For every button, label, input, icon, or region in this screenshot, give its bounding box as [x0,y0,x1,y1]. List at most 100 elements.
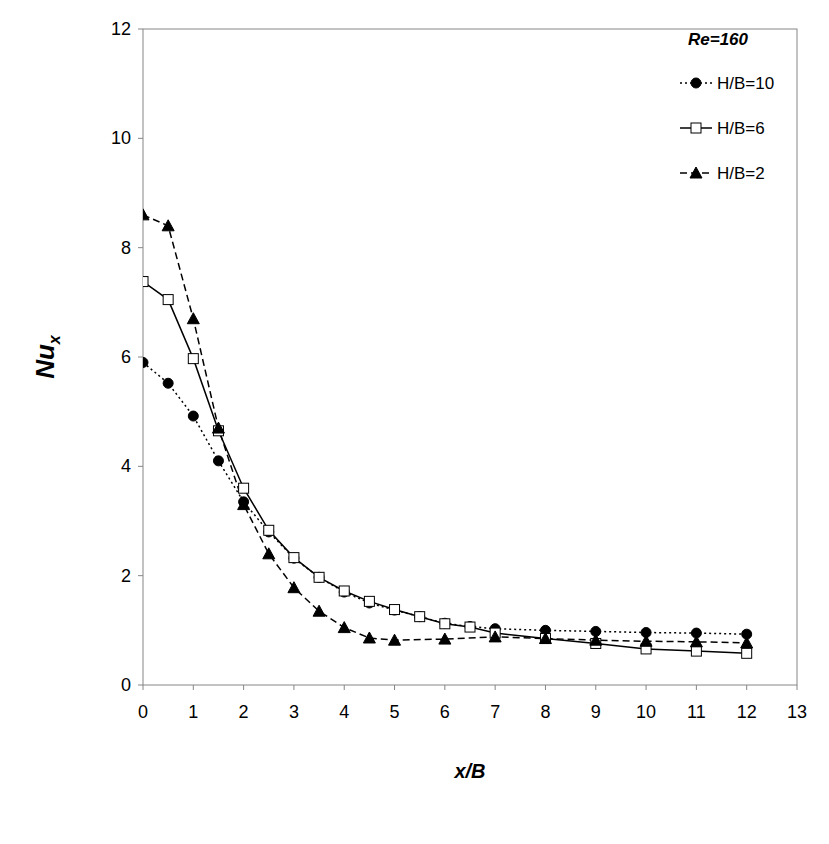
legend-marker [690,167,702,178]
x-tick [444,685,445,690]
series-marker [163,378,173,388]
series-marker [212,422,224,433]
background [0,0,829,844]
y-tick-label: 0 [121,675,131,695]
series-marker [263,548,275,559]
x-tick-label: 5 [390,702,400,722]
y-tick-label: 10 [111,128,131,148]
series-marker [691,646,701,656]
series-marker [690,636,702,647]
y-tick [138,685,143,686]
y-tick-label: 4 [121,456,131,476]
x-tick [344,685,345,690]
x-tick [797,685,798,690]
series-marker [239,483,249,493]
series-marker [188,411,198,421]
series-marker [415,612,425,622]
series-marker [163,295,173,305]
series-marker [288,582,300,593]
y-tick-label: 12 [111,19,131,39]
series-marker [314,572,324,582]
series-marker [188,354,198,364]
y-tick [138,466,143,467]
series-marker [238,499,250,510]
legend-title: Re=160 [688,30,749,49]
series-marker [439,633,451,644]
x-tick-label: 8 [540,702,550,722]
x-tick-label: 2 [239,702,249,722]
x-tick [545,685,546,690]
series-marker [314,572,324,582]
series-marker [489,631,501,642]
series-marker [590,634,602,645]
legend-marker [691,123,701,133]
legend-label: H/B=2 [717,164,765,183]
x-tick-label: 10 [636,702,656,722]
series-marker [364,596,374,606]
series-marker [390,605,400,615]
series-marker [363,632,375,643]
x-tick-label: 0 [138,702,148,722]
series-marker [415,612,425,622]
series-marker [313,605,325,616]
series-marker [640,635,652,646]
series-marker [390,605,400,615]
x-tick [394,685,395,690]
legend-marker [691,78,701,88]
x-tick [495,685,496,690]
x-tick-label: 3 [289,702,299,722]
x-tick [243,685,244,690]
series-marker [264,525,274,535]
series-marker [440,619,450,629]
y-tick-label: 6 [121,347,131,367]
series-marker [143,209,149,220]
series-line [143,362,747,634]
x-tick-label: 9 [591,702,601,722]
x-tick [646,685,647,690]
legend-label: H/B=6 [717,119,765,138]
series-line [143,215,747,643]
x-tick-label: 7 [490,702,500,722]
x-tick [293,685,294,690]
y-axis-label-sub: x [46,334,63,345]
y-tick-label: 8 [121,238,131,258]
series-marker [338,622,350,633]
y-axis-label-main: Nu [30,344,60,379]
chart-container: 012345678910111213024681012x/BNuxRe=160H… [0,0,829,844]
plot-frame [143,29,797,685]
x-tick-label: 1 [188,702,198,722]
x-tick [193,685,194,690]
series-marker [143,277,148,287]
y-tick [138,357,143,358]
series-marker [289,553,299,563]
x-tick [696,685,697,690]
legend: Re=160H/B=10H/B=6H/B=2 [680,30,774,183]
x-tick-label: 6 [440,702,450,722]
series-marker [741,637,753,648]
x-tick [595,685,596,690]
y-tick-label: 2 [121,566,131,586]
y-tick [138,575,143,576]
series-marker [187,313,199,324]
series-marker [389,634,401,645]
series-marker [162,220,174,231]
x-tick [746,685,747,690]
plot-data [143,209,753,658]
y-tick [138,247,143,248]
series-marker [213,456,223,466]
y-tick [138,138,143,139]
x-tick-label: 12 [737,702,757,722]
y-tick [138,29,143,30]
series-marker [143,357,148,367]
series-line [143,282,747,654]
series-marker [539,633,551,644]
x-axis-label: x/B [453,760,485,782]
series-marker [742,648,752,658]
x-tick-label: 11 [687,702,706,722]
series-marker [465,622,475,632]
x-tick-label: 4 [339,702,349,722]
series-marker [339,586,349,596]
series-marker [540,634,550,644]
series-marker [465,622,475,632]
y-axis-label: Nux [30,334,63,379]
